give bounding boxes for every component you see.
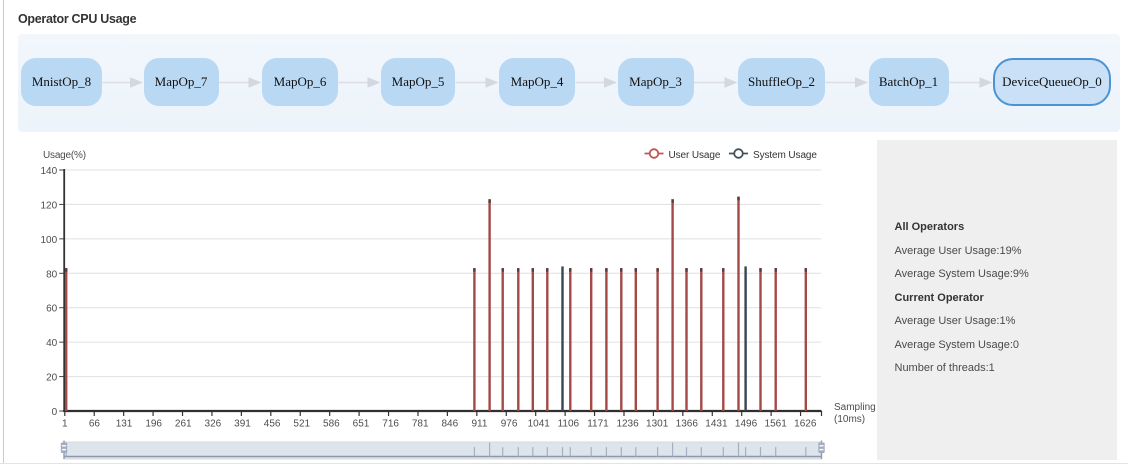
svg-text:261: 261	[175, 419, 192, 430]
svg-text:586: 586	[323, 419, 340, 430]
svg-text:1431: 1431	[705, 419, 728, 430]
svg-text:976: 976	[501, 419, 518, 430]
svg-text:131: 131	[116, 419, 133, 430]
svg-text:Usage(%): Usage(%)	[43, 150, 86, 161]
svg-text:716: 716	[382, 419, 399, 430]
svg-text:846: 846	[442, 419, 459, 430]
svg-text:1301: 1301	[646, 419, 669, 430]
svg-text:391: 391	[234, 419, 251, 430]
svg-text:100: 100	[41, 235, 58, 246]
svg-text:20: 20	[46, 373, 58, 384]
svg-text:521: 521	[293, 419, 310, 430]
svg-text:80: 80	[46, 269, 58, 280]
svg-text:1236: 1236	[616, 419, 639, 430]
svg-text:326: 326	[205, 419, 222, 430]
svg-text:651: 651	[353, 419, 370, 430]
svg-text:196: 196	[145, 419, 162, 430]
svg-text:1: 1	[62, 419, 68, 430]
svg-text:911: 911	[471, 419, 487, 430]
svg-text:1561: 1561	[765, 419, 788, 430]
svg-text:1171: 1171	[587, 419, 609, 430]
svg-text:120: 120	[41, 200, 58, 211]
svg-text:1366: 1366	[676, 419, 699, 430]
svg-text:System Usage: System Usage	[753, 150, 817, 161]
svg-text:456: 456	[264, 419, 281, 430]
svg-text:(10ms): (10ms)	[834, 414, 865, 425]
svg-text:1041: 1041	[528, 419, 551, 430]
svg-text:1626: 1626	[794, 419, 817, 430]
svg-text:60: 60	[46, 304, 58, 315]
svg-text:40: 40	[46, 338, 58, 349]
svg-text:0: 0	[52, 407, 58, 418]
svg-text:User Usage: User Usage	[669, 150, 721, 161]
svg-text:66: 66	[89, 419, 101, 430]
svg-text:1496: 1496	[735, 419, 758, 430]
svg-text:140: 140	[41, 166, 58, 177]
svg-text:781: 781	[412, 419, 429, 430]
svg-text:1106: 1106	[558, 419, 580, 430]
svg-text:Sampling: Sampling	[834, 402, 876, 413]
